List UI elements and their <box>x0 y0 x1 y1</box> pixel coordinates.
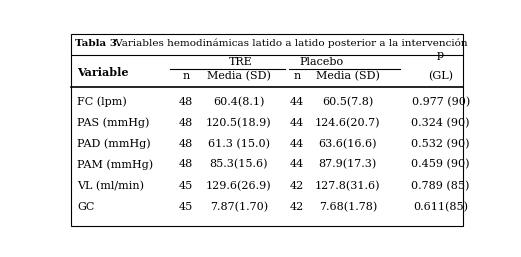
Text: 124.6(20.7): 124.6(20.7) <box>315 118 380 128</box>
Text: Variables hemodinámicas latido a latido posterior a la intervención: Variables hemodinámicas latido a latido … <box>113 39 468 48</box>
Text: GC: GC <box>77 202 95 212</box>
Text: 85.3(15.6): 85.3(15.6) <box>209 159 268 170</box>
Text: 60.4(8.1): 60.4(8.1) <box>213 97 265 107</box>
Text: 48: 48 <box>179 159 193 169</box>
Text: Media (SD): Media (SD) <box>207 71 271 81</box>
Text: 44: 44 <box>290 97 304 107</box>
Text: 0.324 (90): 0.324 (90) <box>412 118 470 128</box>
Text: 127.8(31.6): 127.8(31.6) <box>315 181 380 191</box>
Text: FC (lpm): FC (lpm) <box>77 97 127 107</box>
Text: 60.5(7.8): 60.5(7.8) <box>322 97 374 107</box>
Text: 0.611(85): 0.611(85) <box>413 202 468 213</box>
Text: 48: 48 <box>179 139 193 149</box>
Text: 7.68(1.78): 7.68(1.78) <box>319 202 377 213</box>
Text: 0.532 (90): 0.532 (90) <box>412 139 470 149</box>
Text: Tabla 3.: Tabla 3. <box>75 39 121 48</box>
Text: 0.459 (90): 0.459 (90) <box>412 159 470 170</box>
Text: Media (SD): Media (SD) <box>316 71 380 81</box>
Text: 45: 45 <box>179 202 193 212</box>
Text: PAS (mmHg): PAS (mmHg) <box>77 118 150 128</box>
Text: 42: 42 <box>290 181 304 191</box>
Text: 61.3 (15.0): 61.3 (15.0) <box>208 139 270 149</box>
Text: TRE: TRE <box>229 57 253 67</box>
Text: Placebo: Placebo <box>300 57 343 67</box>
Text: (GL): (GL) <box>428 71 453 81</box>
Text: 44: 44 <box>290 118 304 128</box>
Text: 120.5(18.9): 120.5(18.9) <box>206 118 271 128</box>
Text: n: n <box>183 71 190 81</box>
Text: 7.87(1.70): 7.87(1.70) <box>209 202 268 213</box>
Text: 42: 42 <box>290 202 304 212</box>
Text: 63.6(16.6): 63.6(16.6) <box>318 139 377 149</box>
Text: 87.9(17.3): 87.9(17.3) <box>319 159 377 170</box>
Text: n: n <box>294 71 301 81</box>
Text: PAM (mmHg): PAM (mmHg) <box>77 159 153 170</box>
Text: VL (ml/min): VL (ml/min) <box>77 181 144 191</box>
Text: Variable: Variable <box>77 67 129 78</box>
Text: 48: 48 <box>179 97 193 107</box>
Text: p: p <box>437 50 444 60</box>
Text: 48: 48 <box>179 118 193 128</box>
Text: 44: 44 <box>290 139 304 149</box>
Text: 0.789 (85): 0.789 (85) <box>412 181 470 191</box>
Text: PAD (mmHg): PAD (mmHg) <box>77 138 151 149</box>
Text: 0.977 (90): 0.977 (90) <box>412 97 470 107</box>
Text: 44: 44 <box>290 159 304 169</box>
Text: 129.6(26.9): 129.6(26.9) <box>206 181 271 191</box>
Text: 45: 45 <box>179 181 193 191</box>
